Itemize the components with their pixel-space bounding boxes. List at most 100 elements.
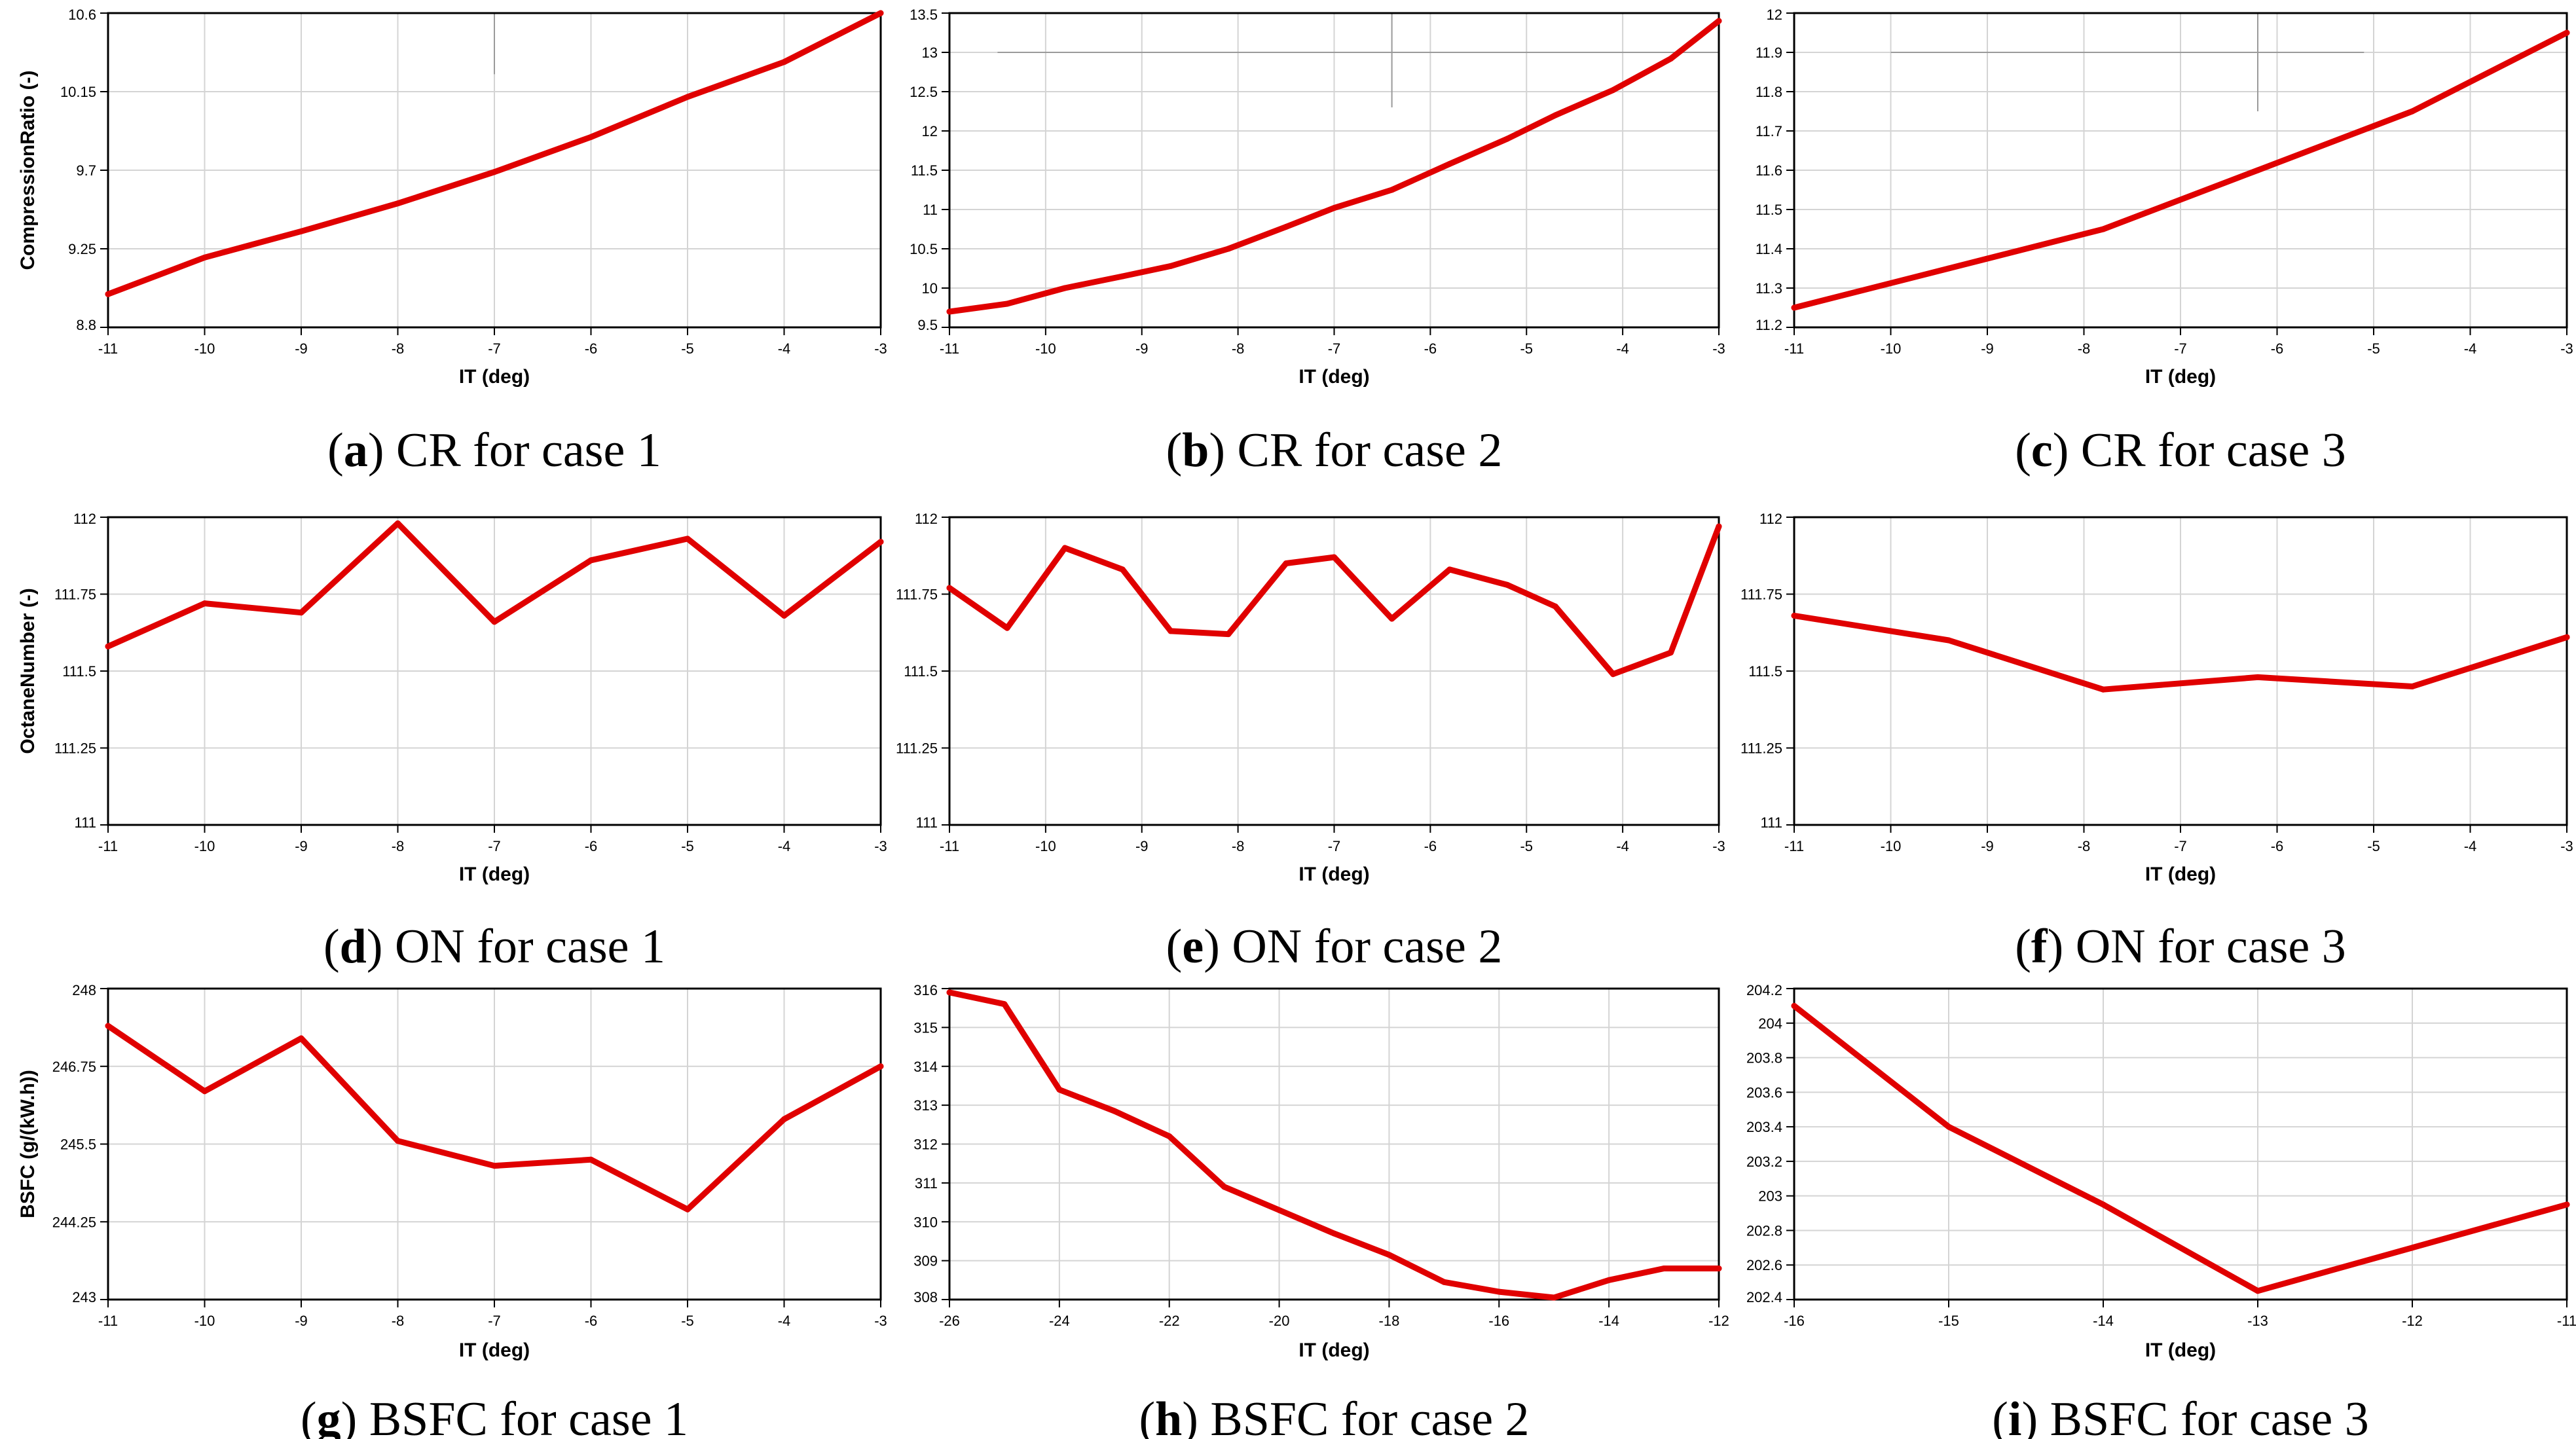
x-tick-label: -6	[2271, 340, 2284, 357]
data-point	[684, 536, 691, 542]
data-point	[1791, 1002, 1797, 1009]
chart-panel-c: -11 -10 -9 -8 -7 -6 -5 -4 -3 11.2 11.3 11.4 11.5 11.6…	[1756, 7, 2573, 477]
data-point	[877, 1063, 884, 1070]
x-tick-label: -11	[98, 838, 118, 854]
caption-letter: i	[2008, 1393, 2022, 1439]
x-tick-label: -8	[392, 838, 405, 854]
data-line-series	[1791, 612, 2570, 693]
caption-letter: h	[1155, 1393, 1182, 1439]
x-tick-label: -10	[1881, 838, 1902, 854]
data-point	[877, 10, 884, 16]
caption-text: ) ON for case 2	[1204, 920, 1502, 974]
data-point	[491, 619, 498, 625]
x-tick-label: -7	[1328, 340, 1341, 357]
caption-text: ) BSFC for case 1	[341, 1393, 688, 1439]
data-point	[1552, 603, 1558, 610]
data-point	[1225, 246, 1232, 252]
data-point	[298, 1035, 304, 1042]
data-point	[1056, 1086, 1063, 1093]
x-tick-label: -18	[1379, 1313, 1400, 1329]
x-tick-label: -6	[2271, 838, 2284, 854]
data-point	[1168, 628, 1174, 634]
chart-panel-g: -11 -10 -9 -8 -7 -6 -5 -4 -3 243 244.25 245.5 246.75…	[17, 982, 887, 1439]
data-point	[2254, 167, 2261, 173]
y-tick-label: 11.7	[1756, 123, 1782, 139]
x-tick-label: -11	[1784, 838, 1804, 854]
x-tick-label: -3	[874, 838, 887, 854]
x-axis-label: IT (deg)	[2145, 1339, 2216, 1361]
panel-caption: (e) ON for case 2	[1166, 920, 1503, 974]
data-point	[1168, 263, 1174, 269]
y-tick-label: 203.8	[1746, 1050, 1782, 1066]
data-point	[1716, 523, 1722, 530]
data-point	[491, 169, 498, 175]
data-point	[1716, 1266, 1722, 1271]
x-tick-label: -6	[1424, 340, 1437, 357]
data-point	[1504, 581, 1511, 588]
x-tick-label: -26	[939, 1313, 960, 1329]
data-point	[2254, 674, 2261, 680]
data-point	[1276, 1207, 1283, 1213]
y-tick-label: 203.4	[1746, 1119, 1782, 1135]
x-tick-label: -9	[1981, 838, 1994, 854]
y-axis-label: CompressionRatio (-)	[17, 70, 39, 270]
x-tick-label: -5	[1520, 340, 1533, 357]
y-axis-label: BSFC (g/(kW.h))	[17, 1070, 39, 1218]
x-tick-label: -15	[1938, 1313, 1959, 1329]
x-tick-label: -9	[295, 1313, 308, 1329]
y-tick-label: 111.75	[1740, 587, 1782, 603]
y-tick-label: 11.5	[1756, 202, 1782, 218]
x-tick-label: -5	[2367, 838, 2380, 854]
y-tick-label: 111.75	[54, 587, 96, 603]
x-axis-label: IT (deg)	[459, 864, 530, 885]
caption-letter: g	[317, 1393, 341, 1439]
data-point	[1441, 1279, 1447, 1285]
data-point	[684, 94, 691, 100]
data-point	[2409, 1245, 2416, 1251]
x-tick-label: -5	[1520, 838, 1533, 854]
x-axis-label: IT (deg)	[2145, 864, 2216, 885]
x-tick-label: -8	[2078, 838, 2091, 854]
data-point	[781, 612, 787, 619]
x-tick-label: -20	[1269, 1313, 1290, 1329]
x-tick-label: -16	[1488, 1313, 1509, 1329]
x-tick-label: -11	[1784, 340, 1804, 357]
caption-open-paren: (	[323, 920, 340, 974]
data-point	[2100, 1201, 2107, 1208]
x-tick-label: -4	[1616, 340, 1629, 357]
x-tick-label: -14	[1598, 1313, 1619, 1329]
data-point	[2409, 108, 2416, 115]
caption-open-paren: (	[2015, 424, 2031, 477]
y-tick-label: 112	[73, 511, 96, 527]
data-line-series	[1791, 29, 2570, 311]
x-tick-label: -24	[1049, 1313, 1070, 1329]
panel-caption: (f) ON for case 3	[2015, 920, 2346, 974]
y-tick-label: 10	[922, 280, 938, 297]
data-point	[946, 308, 953, 315]
y-tick-label: 111	[75, 814, 96, 831]
x-tick-label: -11	[98, 1313, 118, 1329]
y-tick-label: 315	[913, 1019, 938, 1036]
data-point	[395, 520, 401, 526]
y-tick-label: 310	[913, 1214, 938, 1230]
caption-letter: e	[1182, 920, 1204, 974]
data-point	[781, 59, 787, 65]
x-axis-label: IT (deg)	[459, 1339, 530, 1361]
y-tick-label: 202.4	[1746, 1289, 1782, 1305]
data-point	[1331, 205, 1337, 211]
x-tick-label: -9	[1135, 340, 1149, 357]
data-point	[395, 1138, 401, 1144]
y-tick-label: 111.5	[62, 663, 96, 680]
x-tick-label: -9	[295, 838, 308, 854]
data-point	[1061, 545, 1068, 551]
y-tick-label: 204.2	[1746, 982, 1782, 998]
data-point	[2100, 686, 2107, 693]
caption-letter: a	[344, 424, 368, 477]
x-tick-label: -3	[1712, 340, 1725, 357]
caption-letter: d	[340, 920, 367, 974]
y-tick-label: 313	[913, 1097, 938, 1114]
y-tick-label: 111.25	[54, 740, 96, 757]
x-tick-label: -5	[2367, 340, 2380, 357]
x-axis-label: IT (deg)	[1298, 1339, 1369, 1361]
x-tick-label: -14	[2093, 1313, 2114, 1329]
